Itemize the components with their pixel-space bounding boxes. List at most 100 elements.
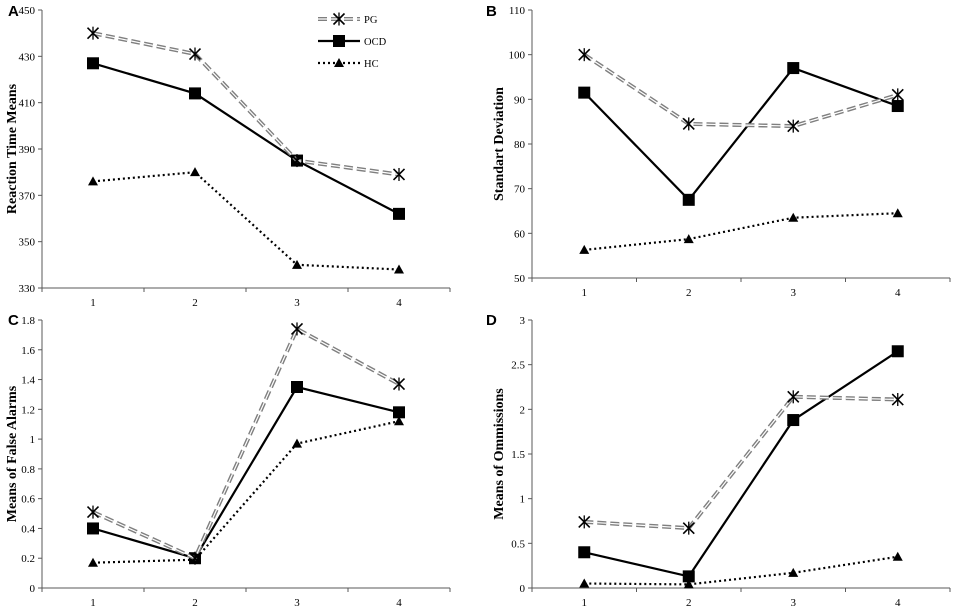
series-pg	[578, 48, 904, 133]
x-tick-label: 4	[396, 597, 402, 609]
legend-label: HC	[364, 59, 379, 70]
series-line-pg	[583, 53, 899, 129]
series-line-hc	[584, 555, 898, 586]
panel-d: D 0 0.5 1 1.5 2 2.5 3 1 2 3 4 Means of Ommissions	[486, 312, 951, 609]
y-tick-label: 1.2	[21, 404, 35, 416]
panel-label: D	[486, 312, 497, 329]
data-point-ocd	[291, 381, 303, 393]
legend: PG OCD HC	[318, 12, 387, 70]
y-tick-label: 1.4	[21, 375, 35, 387]
x-tick-label: 2	[192, 297, 198, 309]
data-point-hc	[292, 438, 302, 448]
data-point-ocd	[578, 86, 591, 99]
data-point-pg	[578, 515, 591, 529]
y-axis-label: Means of Ommissions	[492, 388, 507, 520]
series-line-pg	[92, 31, 400, 177]
data-point-hc	[88, 176, 98, 186]
y-tick-label: 90	[514, 94, 526, 106]
y-tick-label: 410	[19, 98, 36, 110]
series-ocd	[578, 345, 904, 583]
series-line-pg-inner	[92, 32, 400, 176]
series-hc	[88, 167, 404, 274]
y-tick-label: 1.5	[511, 449, 525, 461]
y-tick-label: 0.6	[21, 494, 35, 506]
series-pg	[86, 322, 406, 565]
data-point-hc	[579, 244, 590, 254]
data-point-hc	[788, 567, 799, 577]
legend-label: OCD	[364, 37, 387, 48]
y-axis-label: Standart Deviation	[492, 87, 507, 201]
data-point-pg	[392, 167, 406, 181]
data-point-hc	[683, 579, 694, 589]
x-tick-label: 3	[294, 297, 300, 309]
y-tick-label: 0.2	[21, 553, 35, 565]
y-tick-label: 1	[520, 494, 526, 506]
y-tick-label: 3	[520, 315, 526, 327]
data-point-hc	[88, 557, 98, 567]
y-axis-label: Reaction Time Means	[5, 83, 20, 214]
panel-label: C	[8, 312, 19, 329]
data-point-ocd	[393, 406, 405, 419]
x-tick-label: 1	[90, 297, 96, 309]
panel-a: A 330 350 370 390 410 430 450 1 2 3 4 Reaction Time …	[5, 3, 451, 309]
panel-b: B 50 60 70 80 90 100 110 1 2 3 4 Standart Deviation	[486, 3, 951, 299]
data-point-hc	[292, 259, 302, 269]
y-tick-label: 0.4	[21, 523, 35, 535]
series-ocd	[578, 62, 904, 206]
y-tick-label: 0.8	[21, 464, 35, 476]
data-point-ocd	[578, 546, 591, 559]
x-tick-label: 3	[791, 287, 797, 299]
x-tick-label: 4	[396, 297, 402, 309]
data-point-pg	[891, 88, 904, 102]
data-point-ocd	[787, 62, 800, 75]
y-tick-label: 0	[520, 583, 526, 595]
data-point-pg	[682, 521, 695, 535]
data-point-ocd	[87, 522, 99, 535]
series-ocd	[87, 381, 405, 565]
panel-c: C 0 0.2 0.4 0.6 0.8 1 1.2 1.4 1.6 1.8 1 2 3 4 Means of …	[5, 312, 451, 609]
y-tick-label: 0.5	[511, 538, 525, 550]
panel-label: A	[8, 3, 19, 20]
x-tick-label: 2	[686, 597, 692, 609]
y-tick-label: 370	[19, 190, 36, 202]
series-hc	[579, 208, 903, 254]
y-tick-label: 70	[514, 184, 526, 196]
series-line-hc	[92, 171, 400, 271]
legend-swatch-marker	[334, 58, 344, 67]
series-line-pg-inner	[583, 54, 898, 127]
legend-item-ocd: OCD	[318, 35, 387, 48]
data-point-ocd	[787, 414, 800, 427]
data-point-pg	[290, 154, 304, 168]
legend-item-pg: PG	[318, 12, 378, 26]
y-tick-label: 60	[514, 228, 526, 240]
legend-swatch-marker	[332, 12, 346, 26]
data-point-ocd	[682, 193, 695, 206]
series-pg	[578, 390, 904, 535]
data-point-pg	[86, 505, 100, 519]
y-tick-label: 1.8	[21, 315, 35, 327]
data-point-hc	[683, 234, 694, 244]
y-tick-label: 390	[19, 144, 36, 156]
x-tick-label: 1	[582, 597, 588, 609]
series-line-pg-inner	[92, 328, 400, 559]
series-line-ocd	[92, 62, 400, 215]
data-point-pg	[188, 551, 202, 565]
y-tick-label: 1	[30, 434, 36, 446]
data-point-ocd	[189, 87, 201, 100]
y-tick-label: 430	[19, 51, 36, 63]
data-point-pg	[86, 26, 100, 40]
series-line-ocd	[583, 66, 899, 202]
y-tick-label: 0	[30, 583, 36, 595]
y-axis-label: Means of False Alarms	[5, 385, 20, 522]
data-point-hc	[892, 208, 903, 218]
data-point-pg	[682, 117, 695, 131]
legend-item-hc: HC	[318, 58, 379, 70]
series-ocd	[87, 57, 405, 220]
data-point-hc	[190, 167, 200, 177]
x-tick-label: 3	[791, 597, 797, 609]
data-point-pg	[188, 47, 202, 61]
data-point-ocd	[891, 345, 904, 358]
data-point-pg	[787, 119, 800, 133]
y-tick-label: 350	[19, 237, 36, 249]
